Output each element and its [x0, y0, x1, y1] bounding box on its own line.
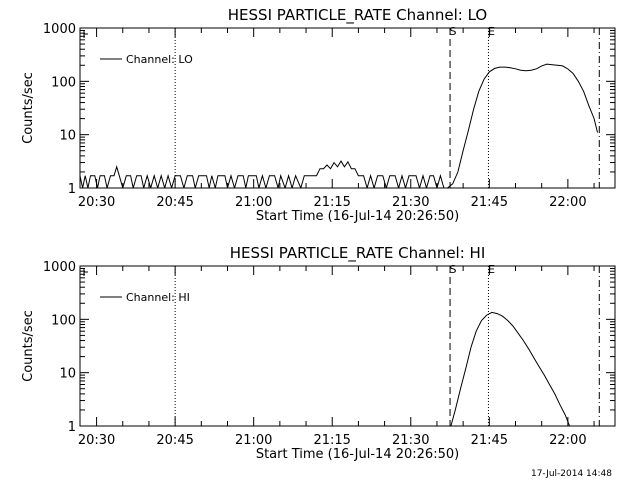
x-axis-label: Start Time (16-Jul-14 20:26:50) — [256, 447, 459, 462]
x-tick-label: 20:45 — [156, 433, 193, 448]
chart-panel-hi: HESSI PARTICLE_RATE Channel: HI 1 10 100 100… — [21, 244, 616, 462]
y-axis-label: Counts/sec — [21, 72, 36, 144]
event-marker-label: E — [488, 25, 495, 38]
legend-entry: Channel: HI — [126, 291, 190, 304]
x-tick-label: 21:15 — [313, 433, 350, 448]
x-tick-label: 20:45 — [156, 195, 193, 210]
chart-panel-lo: HESSI PARTICLE_RATE Channel: LO 1 10 100 100… — [21, 6, 616, 224]
y-tick-label: 1000 — [43, 260, 76, 275]
x-tick-label: 20:30 — [78, 195, 115, 210]
event-marker-label: E — [488, 263, 495, 276]
y-tick-label: 100 — [51, 313, 76, 328]
x-tick-label: 22:00 — [549, 195, 586, 210]
y-tick-label: 1 — [68, 182, 76, 197]
x-tick-label: 21:00 — [235, 195, 272, 210]
y-tick-label: 1000 — [43, 22, 76, 37]
y-tick-label: 1 — [68, 420, 76, 435]
y-tick-label: 10 — [59, 367, 76, 382]
x-tick-label: 21:00 — [235, 433, 272, 448]
x-tick-label: 20:30 — [78, 433, 115, 448]
legend-entry: Channel: LO — [126, 53, 193, 66]
event-marker-label: S — [450, 25, 457, 38]
x-tick-label: 21:30 — [392, 195, 429, 210]
x-tick-label: 22:00 — [549, 433, 586, 448]
y-axis-label: Counts/sec — [21, 310, 36, 382]
x-tick-label: 21:45 — [471, 433, 508, 448]
footer-timestamp: 17-Jul-2014 14:48 — [531, 469, 612, 479]
x-tick-label: 21:15 — [313, 195, 350, 210]
chart-title: HESSI PARTICLE_RATE Channel: HI — [230, 244, 486, 263]
plot-frame — [79, 265, 616, 427]
series-line — [80, 63, 598, 188]
plot-frame — [79, 27, 616, 189]
y-tick-label: 10 — [59, 129, 76, 144]
x-tick-label: 21:30 — [392, 433, 429, 448]
x-axis-label: Start Time (16-Jul-14 20:26:50) — [256, 209, 459, 224]
series-line — [450, 311, 571, 426]
x-tick-label: 21:45 — [471, 195, 508, 210]
y-tick-label: 100 — [51, 75, 76, 90]
chart-title: HESSI PARTICLE_RATE Channel: LO — [228, 6, 487, 25]
event-marker-label: S — [450, 263, 457, 276]
